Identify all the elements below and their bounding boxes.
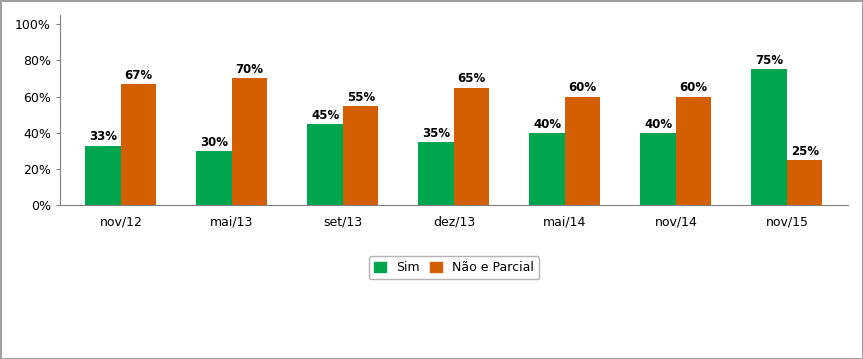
Bar <box>121 84 156 205</box>
Text: 40%: 40% <box>533 118 561 131</box>
Text: 40%: 40% <box>644 118 672 131</box>
Text: 55%: 55% <box>347 90 375 103</box>
Text: 35%: 35% <box>422 127 450 140</box>
Bar <box>787 160 822 205</box>
Bar <box>85 146 121 205</box>
Bar <box>419 142 454 205</box>
Text: 75%: 75% <box>755 54 784 67</box>
Bar <box>640 133 676 205</box>
Text: 60%: 60% <box>680 81 708 94</box>
Legend: Sim, Não e Parcial: Sim, Não e Parcial <box>369 256 539 279</box>
Bar <box>197 151 232 205</box>
Text: 45%: 45% <box>311 109 339 122</box>
Text: 25%: 25% <box>791 145 819 158</box>
Text: 65%: 65% <box>457 73 486 85</box>
Bar <box>454 88 489 205</box>
Text: 30%: 30% <box>200 136 228 149</box>
Bar <box>307 124 343 205</box>
Bar <box>676 97 711 205</box>
Text: 33%: 33% <box>89 130 117 143</box>
Bar <box>752 69 787 205</box>
Bar <box>565 97 601 205</box>
Text: 70%: 70% <box>236 63 264 76</box>
Bar <box>232 79 268 205</box>
Bar <box>529 133 565 205</box>
Text: 60%: 60% <box>569 81 597 94</box>
Text: 67%: 67% <box>124 69 153 82</box>
Bar <box>343 106 379 205</box>
